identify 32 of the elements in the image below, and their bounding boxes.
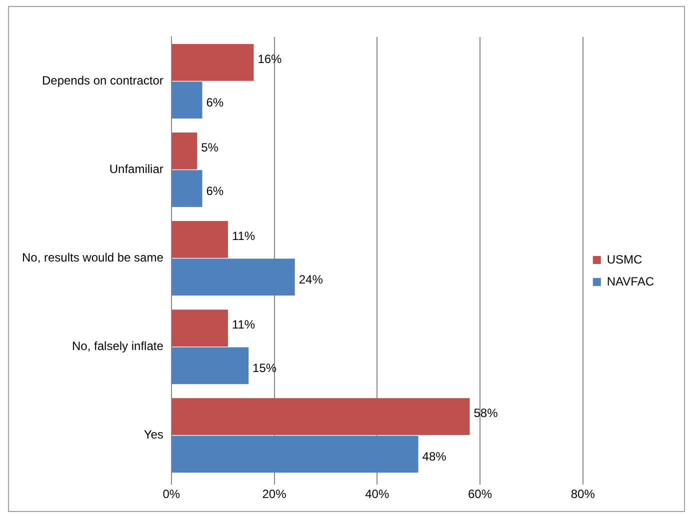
bar xyxy=(172,347,249,384)
bar xyxy=(172,398,470,435)
y-tick-label: No, falsely inflate xyxy=(72,339,164,354)
bar xyxy=(172,436,418,473)
bar xyxy=(172,221,228,258)
x-tick-label: 20% xyxy=(262,487,287,502)
data-label: 24% xyxy=(298,272,324,286)
bar xyxy=(172,258,295,296)
data-label: 5% xyxy=(201,140,219,154)
bar xyxy=(172,310,228,346)
data-label: 6% xyxy=(206,184,224,198)
x-tick-label: 40% xyxy=(365,487,390,502)
x-tick-label: 80% xyxy=(570,487,596,502)
y-tick-label: No, results would be same xyxy=(22,250,164,265)
bar xyxy=(172,132,198,170)
bar xyxy=(172,44,254,81)
bar xyxy=(172,170,202,208)
data-label: 48% xyxy=(422,449,447,464)
y-tick-label: Unfamiliar xyxy=(109,162,164,176)
data-label: 6% xyxy=(206,95,224,110)
y-tick-label: Yes xyxy=(144,428,164,442)
data-label: 16% xyxy=(258,52,282,66)
data-label: 15% xyxy=(252,360,277,375)
bar xyxy=(172,82,202,119)
x-tick-label: 0% xyxy=(162,487,180,502)
x-tick-label: 60% xyxy=(468,487,492,502)
data-label: 58% xyxy=(474,406,498,420)
data-label: 11% xyxy=(232,228,256,243)
legend-label: NAVFAC xyxy=(606,274,654,288)
legend-label: USMC xyxy=(606,252,643,266)
data-label: 11% xyxy=(232,317,256,332)
y-tick-label: Depends on contractor xyxy=(42,74,164,88)
